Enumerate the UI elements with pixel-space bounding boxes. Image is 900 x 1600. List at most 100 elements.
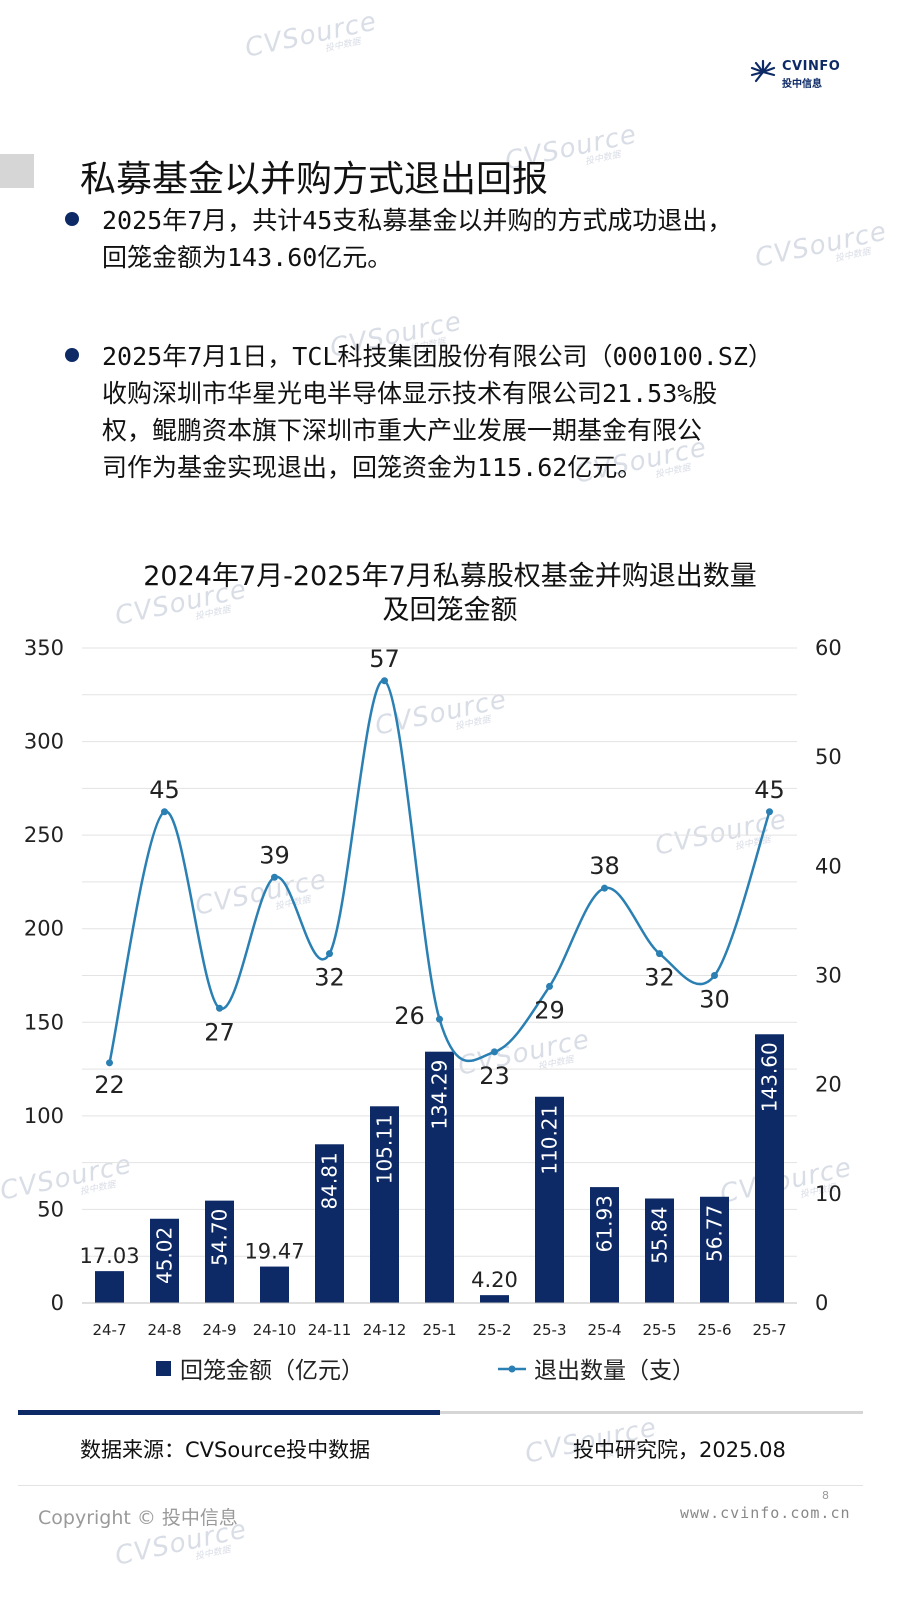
bullet-dot — [65, 212, 79, 226]
x-tick-label: 24-9 — [202, 1321, 236, 1339]
bullet-line: 收购深圳市华星光电半导体显示技术有限公司21.53%股 — [102, 379, 718, 408]
copyright: Copyright © 投中信息 — [38, 1507, 238, 1529]
x-tick-label: 24-8 — [147, 1321, 181, 1339]
bar — [480, 1295, 509, 1303]
line-data-label: 39 — [259, 841, 290, 869]
line-data-label: 29 — [534, 996, 565, 1024]
bullet-dot — [65, 348, 79, 362]
bar — [755, 1034, 784, 1303]
bar — [260, 1266, 289, 1303]
bar-data-label: 45.02 — [153, 1227, 177, 1284]
line-marker — [106, 1059, 113, 1067]
bar — [700, 1196, 729, 1303]
line-data-label: 38 — [589, 852, 620, 880]
divider-light — [440, 1411, 863, 1414]
x-tick-label: 24-12 — [363, 1321, 407, 1339]
line-data-label: 45 — [149, 776, 180, 804]
y-left-tick-label: 250 — [24, 823, 64, 847]
chart-title-line: 2024年7月-2025年7月私募股权基金并购退出数量 — [143, 561, 757, 592]
bar-data-label: 61.93 — [593, 1195, 617, 1252]
x-tick-label: 24-10 — [253, 1321, 297, 1339]
website-link[interactable]: www.cvinfo.com.cn — [680, 1504, 851, 1522]
bar-data-label: 4.20 — [471, 1268, 518, 1292]
bar-data-label: 143.60 — [758, 1042, 782, 1112]
y-right-tick-label: 0 — [815, 1291, 828, 1315]
x-tick-label: 24-7 — [92, 1321, 126, 1339]
line-data-label: 30 — [699, 986, 730, 1014]
sunburst-icon — [750, 59, 776, 83]
legend-bar-swatch — [156, 1361, 171, 1376]
line-marker — [161, 808, 168, 816]
x-tick-label: 25-2 — [477, 1321, 511, 1339]
line-data-label: 22 — [94, 1071, 125, 1099]
line-data-label: 26 — [394, 1002, 425, 1030]
x-tick-label: 24-11 — [308, 1321, 352, 1339]
bar-data-label: 55.84 — [648, 1206, 672, 1263]
footer-divider — [18, 1485, 863, 1486]
x-tick-label: 25-4 — [587, 1321, 621, 1339]
bar-data-label: 56.77 — [703, 1205, 727, 1262]
y-right-tick-label: 60 — [815, 636, 842, 660]
line-data-label: 57 — [369, 645, 400, 673]
bar — [315, 1144, 344, 1303]
bullet-line: 2025年7月1日，TCL科技集团股份有限公司（000100.SZ） — [102, 342, 773, 371]
line-marker — [711, 972, 718, 979]
y-left-tick-label: 300 — [24, 730, 64, 754]
line-marker — [271, 873, 278, 881]
title-accent-block — [0, 154, 34, 188]
y-left-tick-label: 50 — [37, 1197, 64, 1221]
bullet-line: 司作为基金实现退出，回笼资金为115.62亿元。 — [102, 453, 643, 482]
y-left-tick-label: 150 — [24, 1010, 64, 1034]
institute-date: 投中研究院，2025.08 — [573, 1438, 786, 1462]
x-tick-label: 25-7 — [752, 1321, 786, 1339]
line-marker — [656, 950, 663, 958]
line-data-label: 32 — [644, 964, 675, 992]
bar — [535, 1096, 564, 1303]
logo-brand: CVINFO — [782, 59, 841, 74]
line-marker — [436, 1015, 443, 1023]
watermark: CVSource 投中数据 — [242, 6, 380, 64]
y-right-tick-label: 10 — [815, 1182, 842, 1206]
combo-chart: 0 50 100 150 200 250 300 350 0 10 20 30 40 50 60 17.03 4… — [24, 636, 842, 1384]
line-data-label: 23 — [479, 1062, 510, 1090]
divider-dark — [18, 1410, 440, 1415]
chart-title: 2024年7月-2025年7月私募股权基金并购退出数量 及回笼金额 — [90, 560, 810, 628]
y-left-tick-label: 100 — [24, 1104, 64, 1128]
bar-data-label: 134.29 — [428, 1060, 452, 1130]
x-tick-label: 25-3 — [532, 1321, 566, 1339]
data-source: 数据来源：CVSource投中数据 — [80, 1438, 371, 1462]
bullet-text: 2025年7月，共计45支私募基金以并购的方式成功退出， 回笼金额为143.60… — [102, 202, 862, 276]
line-data-label: 27 — [204, 1018, 235, 1046]
bar — [205, 1200, 234, 1303]
chart-title-line: 及回笼金额 — [382, 595, 518, 626]
x-tick-label: 25-5 — [642, 1321, 676, 1339]
page-title: 私募基金以并购方式退出回报 — [80, 159, 549, 200]
bar-data-label: 17.03 — [79, 1244, 139, 1268]
bar-data-label: 19.47 — [244, 1240, 304, 1264]
legend-line-label: 退出数量（支） — [534, 1358, 695, 1384]
y-right-tick-label: 20 — [815, 1073, 842, 1097]
bar — [150, 1218, 179, 1303]
legend-line-marker — [508, 1365, 516, 1373]
y-right-tick-label: 40 — [815, 854, 842, 878]
bar — [590, 1187, 619, 1303]
line-data-label: 45 — [754, 776, 785, 804]
y-left-tick-label: 350 — [24, 636, 64, 660]
line-marker — [766, 808, 773, 816]
line-marker — [381, 677, 388, 685]
bar-data-label: 105.11 — [373, 1114, 397, 1184]
bullet-line: 回笼金额为143.60亿元。 — [102, 243, 393, 272]
line-data-label: 32 — [314, 964, 345, 992]
x-tick-label: 25-1 — [422, 1321, 456, 1339]
line-marker — [546, 982, 553, 990]
bullet-line: 权，鲲鹏资本旗下深圳市重大产业发展一期基金有限公 — [102, 416, 703, 445]
bar — [370, 1106, 399, 1303]
line-series-path — [108, 679, 771, 1064]
page-number: 8 — [822, 1489, 829, 1502]
bar-data-label: 84.81 — [318, 1152, 342, 1209]
y-right-tick-label: 50 — [815, 745, 842, 769]
y-left-tick-label: 200 — [24, 917, 64, 941]
bullet-line: 2025年7月，共计45支私募基金以并购的方式成功退出， — [102, 206, 733, 235]
bar-data-label: 54.70 — [208, 1209, 232, 1266]
bar-data-label: 110.21 — [538, 1105, 562, 1175]
